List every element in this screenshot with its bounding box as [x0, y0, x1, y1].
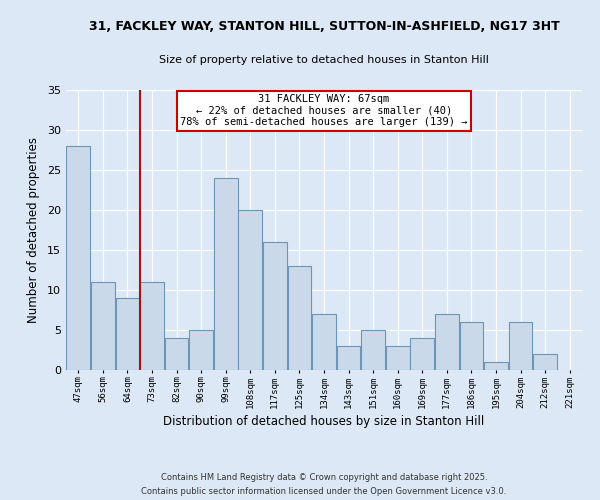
Text: 31, FACKLEY WAY, STANTON HILL, SUTTON-IN-ASHFIELD, NG17 3HT: 31, FACKLEY WAY, STANTON HILL, SUTTON-IN…: [89, 20, 559, 33]
Bar: [214, 178, 238, 370]
Bar: [67, 146, 90, 370]
Bar: [337, 346, 361, 370]
Bar: [91, 282, 115, 370]
Bar: [189, 330, 213, 370]
Bar: [287, 266, 311, 370]
Bar: [484, 362, 508, 370]
Text: Contains HM Land Registry data © Crown copyright and database right 2025.: Contains HM Land Registry data © Crown c…: [161, 472, 487, 482]
Bar: [238, 210, 262, 370]
Bar: [140, 282, 164, 370]
Text: Contains public sector information licensed under the Open Government Licence v3: Contains public sector information licen…: [142, 488, 506, 496]
Bar: [533, 354, 557, 370]
Bar: [435, 314, 459, 370]
Bar: [410, 338, 434, 370]
Bar: [263, 242, 287, 370]
Bar: [509, 322, 532, 370]
Bar: [116, 298, 139, 370]
Bar: [312, 314, 336, 370]
X-axis label: Distribution of detached houses by size in Stanton Hill: Distribution of detached houses by size …: [163, 415, 485, 428]
Text: 31 FACKLEY WAY: 67sqm
← 22% of detached houses are smaller (40)
78% of semi-deta: 31 FACKLEY WAY: 67sqm ← 22% of detached …: [180, 94, 468, 128]
Text: Size of property relative to detached houses in Stanton Hill: Size of property relative to detached ho…: [159, 55, 489, 65]
Bar: [164, 338, 188, 370]
Bar: [361, 330, 385, 370]
Bar: [386, 346, 410, 370]
Bar: [460, 322, 484, 370]
Y-axis label: Number of detached properties: Number of detached properties: [27, 137, 40, 323]
